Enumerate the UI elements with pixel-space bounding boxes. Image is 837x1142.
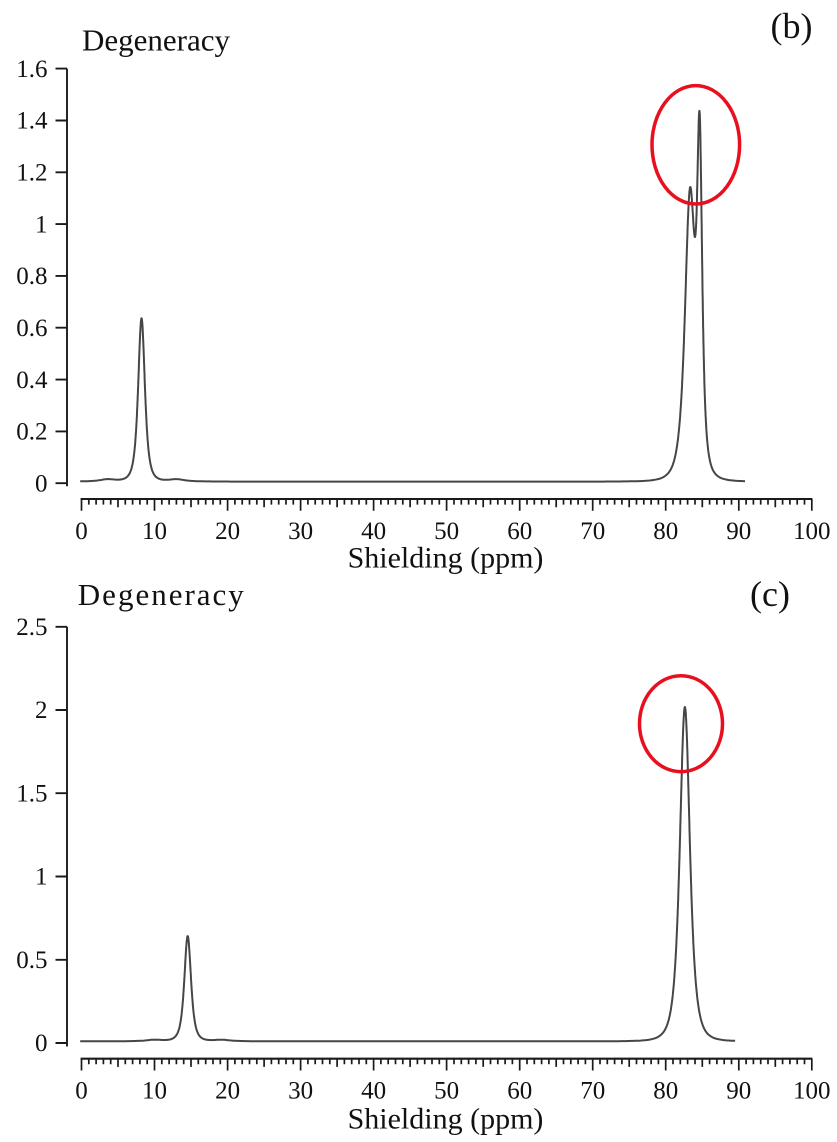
svg-text:(b): (b) bbox=[771, 6, 813, 46]
svg-text:100: 100 bbox=[793, 1078, 831, 1105]
svg-text:0: 0 bbox=[75, 518, 88, 545]
svg-text:50: 50 bbox=[434, 1078, 459, 1105]
svg-text:1.6: 1.6 bbox=[16, 56, 47, 83]
svg-text:1.4: 1.4 bbox=[16, 108, 48, 135]
svg-text:20: 20 bbox=[215, 518, 240, 545]
svg-text:80: 80 bbox=[653, 518, 678, 545]
svg-text:Degeneracy: Degeneracy bbox=[82, 23, 231, 58]
svg-text:50: 50 bbox=[434, 518, 459, 545]
svg-text:70: 70 bbox=[580, 518, 605, 545]
svg-text:70: 70 bbox=[580, 1078, 605, 1105]
svg-text:40: 40 bbox=[361, 1078, 386, 1105]
svg-text:0.2: 0.2 bbox=[16, 419, 47, 446]
svg-text:Shielding (ppm): Shielding (ppm) bbox=[348, 1103, 544, 1136]
svg-text:30: 30 bbox=[288, 518, 313, 545]
svg-text:60: 60 bbox=[507, 518, 532, 545]
svg-text:90: 90 bbox=[726, 1078, 751, 1105]
svg-text:0: 0 bbox=[75, 1078, 88, 1105]
svg-text:0: 0 bbox=[35, 470, 48, 497]
svg-text:0.4: 0.4 bbox=[16, 367, 48, 394]
svg-text:Degeneracy: Degeneracy bbox=[78, 577, 246, 612]
svg-text:0: 0 bbox=[35, 1030, 48, 1057]
svg-text:20: 20 bbox=[215, 1078, 240, 1105]
svg-text:1.5: 1.5 bbox=[16, 781, 47, 808]
svg-text:(c): (c) bbox=[750, 574, 790, 614]
svg-text:1: 1 bbox=[35, 211, 48, 238]
svg-text:60: 60 bbox=[507, 1078, 532, 1105]
svg-text:2.5: 2.5 bbox=[16, 614, 47, 641]
svg-text:0.5: 0.5 bbox=[16, 947, 47, 974]
svg-text:10: 10 bbox=[142, 1078, 167, 1105]
svg-text:30: 30 bbox=[288, 1078, 313, 1105]
svg-text:Shielding (ppm): Shielding (ppm) bbox=[348, 542, 544, 575]
svg-text:100: 100 bbox=[793, 518, 831, 545]
svg-text:10: 10 bbox=[142, 518, 167, 545]
svg-text:2: 2 bbox=[35, 697, 48, 724]
svg-text:0.8: 0.8 bbox=[16, 263, 47, 290]
svg-text:40: 40 bbox=[361, 518, 386, 545]
svg-text:1: 1 bbox=[35, 864, 48, 891]
svg-text:80: 80 bbox=[653, 1078, 678, 1105]
svg-text:1.2: 1.2 bbox=[16, 160, 47, 187]
svg-text:90: 90 bbox=[726, 518, 751, 545]
svg-text:0.6: 0.6 bbox=[16, 315, 47, 342]
